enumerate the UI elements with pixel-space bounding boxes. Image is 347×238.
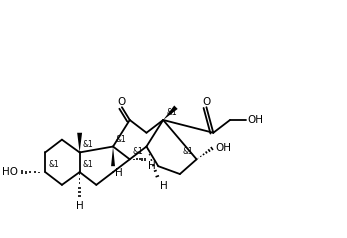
Text: &1: &1: [116, 134, 127, 144]
Text: H: H: [160, 181, 168, 191]
Text: H: H: [115, 168, 123, 178]
Text: &1: &1: [83, 140, 93, 149]
Polygon shape: [111, 147, 115, 166]
Text: OH: OH: [248, 115, 264, 125]
Text: H: H: [149, 161, 156, 171]
Polygon shape: [163, 105, 178, 120]
Text: HO: HO: [2, 167, 18, 177]
Text: H: H: [76, 201, 84, 211]
Text: &1: &1: [133, 147, 143, 156]
Text: O: O: [202, 97, 211, 107]
Text: &1: &1: [48, 160, 59, 169]
Polygon shape: [77, 133, 82, 152]
Text: O: O: [118, 97, 126, 107]
Text: &1: &1: [83, 160, 93, 169]
Text: &1: &1: [183, 147, 194, 156]
Text: &1: &1: [166, 108, 177, 117]
Text: OH: OH: [215, 143, 231, 153]
